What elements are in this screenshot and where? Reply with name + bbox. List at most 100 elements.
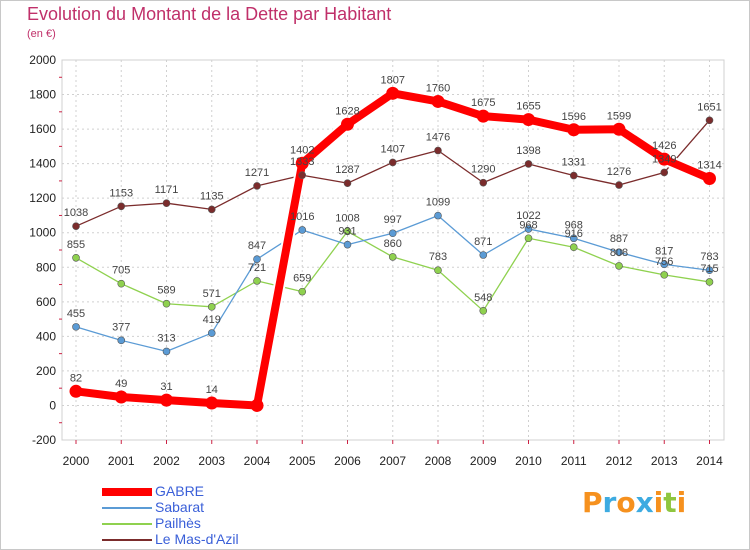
data-label: 1402 <box>290 144 314 156</box>
data-point <box>343 240 352 249</box>
data-point <box>388 253 397 261</box>
x-tick-label: 2008 <box>425 454 452 468</box>
data-labels: 1038 1153 1171 1135 1271 1333 1287 1407 1476 1290… <box>64 74 722 396</box>
y-tick-label: 1600 <box>29 122 56 136</box>
data-point <box>479 306 488 315</box>
data-label: 1675 <box>471 97 495 109</box>
legend-item: Le Mas-d'Azil <box>102 531 302 548</box>
chart-unit: (en €) <box>27 28 56 40</box>
data-label: 1290 <box>471 164 495 176</box>
data-point <box>476 109 490 123</box>
y-tick-label: 1000 <box>29 226 56 240</box>
data-label: 860 <box>384 238 402 250</box>
data-point <box>162 347 171 356</box>
x-tick-label: 2001 <box>108 454 135 468</box>
data-point <box>522 113 535 127</box>
data-label: 855 <box>67 239 85 251</box>
brand-letter: i <box>653 486 664 519</box>
data-point <box>615 248 623 257</box>
legend-item: Pailhès <box>102 515 302 532</box>
data-label: 1596 <box>562 111 586 123</box>
y-tick-label: 800 <box>36 260 56 274</box>
data-label: 1016 <box>290 211 314 223</box>
x-tick-label: 2006 <box>334 454 361 468</box>
legend-swatch <box>102 507 152 509</box>
x-tick-label: 2002 <box>153 454 180 468</box>
data-label: 1276 <box>607 166 631 178</box>
data-point <box>253 255 261 263</box>
data-point <box>524 160 533 168</box>
data-point <box>524 225 533 233</box>
data-label: 1349 <box>652 153 676 165</box>
data-point <box>253 182 261 190</box>
data-point <box>657 152 671 166</box>
data-point <box>207 303 216 311</box>
data-label: 1407 <box>381 143 405 155</box>
data-label: 1807 <box>381 74 405 86</box>
y-tick-label: 400 <box>36 329 56 343</box>
data-point <box>341 117 354 131</box>
data-point <box>434 211 442 220</box>
data-label: 1022 <box>516 210 540 222</box>
data-label: 419 <box>203 314 221 326</box>
data-point <box>569 171 578 180</box>
data-point <box>479 251 488 259</box>
data-point <box>434 266 442 275</box>
data-label: 1287 <box>335 164 359 176</box>
data-label: 31 <box>160 381 172 393</box>
data-label: 1476 <box>426 132 450 144</box>
data-label: 1333 <box>290 156 314 168</box>
x-tick-label: 2012 <box>606 454 633 468</box>
data-label: 1426 <box>652 140 676 152</box>
data-label: 1651 <box>697 101 721 113</box>
data-point <box>703 171 716 185</box>
data-point <box>660 168 669 177</box>
data-point <box>431 94 445 108</box>
brand-logo: Proxiti <box>582 486 686 519</box>
data-point <box>117 336 126 345</box>
data-point <box>114 390 128 404</box>
x-tick-label: 2004 <box>244 454 271 468</box>
legend: GABRE Sabarat Pailhès Le Mas-d'Azil <box>102 483 302 548</box>
data-point <box>205 396 219 410</box>
data-point <box>253 277 261 285</box>
data-label: 1171 <box>155 184 179 196</box>
data-point <box>343 227 352 236</box>
y-tick-label: 1200 <box>29 191 56 205</box>
data-label: 808 <box>610 247 628 259</box>
y-tick-label: -200 <box>32 433 56 447</box>
data-point <box>207 205 216 214</box>
data-label: 571 <box>203 288 221 300</box>
data-point <box>705 116 714 125</box>
axes: -200 0 200 400 600 800 1000 1200 1400 1600 1800 200… <box>29 53 723 468</box>
data-point <box>388 229 397 238</box>
data-label: 659 <box>293 273 311 285</box>
data-point <box>72 222 80 230</box>
legend-label: Sabarat <box>155 499 205 515</box>
data-label: 997 <box>384 214 402 226</box>
data-point <box>386 86 400 100</box>
data-label: 1760 <box>426 82 450 94</box>
data-label: 705 <box>112 265 130 277</box>
x-tick-label: 2007 <box>379 454 406 468</box>
series-points <box>69 86 716 412</box>
data-label: 1135 <box>200 190 224 202</box>
legend-label: Le Mas-d'Azil <box>155 531 239 547</box>
data-point <box>343 179 352 187</box>
data-point <box>567 123 581 137</box>
legend-label: GABRE <box>155 483 205 499</box>
data-label: 968 <box>565 219 583 231</box>
data-point <box>569 243 578 252</box>
legend-item: Sabarat <box>102 499 302 516</box>
data-point <box>72 323 80 331</box>
legend-swatch <box>102 539 152 541</box>
x-tick-label: 2013 <box>651 454 678 468</box>
data-point <box>434 146 442 155</box>
y-tick-label: 200 <box>36 364 56 378</box>
data-label: 1655 <box>516 101 540 113</box>
data-label: 589 <box>157 285 175 297</box>
data-label: 1599 <box>607 110 631 122</box>
data-label: 887 <box>610 233 628 245</box>
data-point <box>250 398 264 412</box>
